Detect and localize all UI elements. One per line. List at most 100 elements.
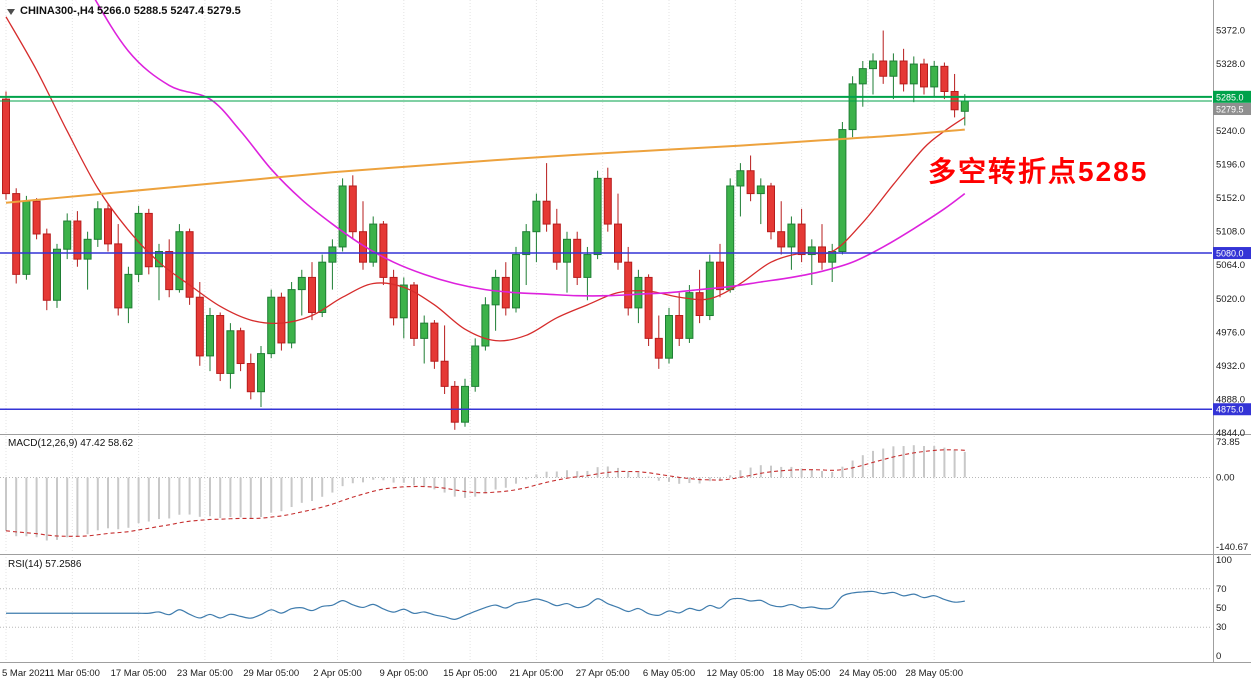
candle: [2, 91, 10, 200]
candle-body: [369, 223, 378, 263]
candle-body: [216, 315, 225, 374]
candle: [777, 201, 786, 255]
candle-body: [32, 200, 41, 235]
price-badge: 4875.0: [1213, 403, 1251, 416]
candle: [257, 345, 265, 407]
candle-body: [83, 238, 92, 260]
candle: [297, 269, 306, 316]
candle-body: [909, 63, 918, 85]
candle-body: [104, 208, 112, 245]
candle: [930, 61, 939, 97]
candle: [175, 224, 184, 293]
macd-axis-label: 73.85: [1216, 437, 1240, 448]
date-label: 27 Apr 05:00: [576, 668, 630, 679]
candle: [338, 178, 347, 252]
candle-body: [634, 276, 643, 309]
candle-body: [12, 193, 21, 275]
price-axis-label: 5196.0: [1216, 160, 1245, 171]
price-axis-label: 4932.0: [1216, 361, 1245, 372]
candle: [318, 254, 327, 318]
candle-body: [858, 68, 867, 85]
candle-body: [22, 200, 31, 275]
candle-body: [42, 233, 51, 301]
price-badge-label: 5285.0: [1216, 92, 1244, 102]
candle: [359, 201, 367, 270]
candle: [501, 262, 510, 316]
main-price-panel[interactable]: [2, 0, 969, 430]
candle: [114, 224, 123, 316]
candle: [246, 353, 255, 400]
candle-body: [756, 185, 765, 195]
candle: [726, 178, 735, 293]
rsi-axis-label: 0: [1216, 651, 1221, 662]
macd-histogram: [5, 445, 966, 541]
candle: [308, 262, 316, 321]
candle: [818, 224, 826, 270]
candle: [522, 224, 531, 286]
date-label: 24 May 05:00: [839, 668, 897, 679]
candle: [42, 228, 51, 311]
candle: [889, 53, 898, 100]
candle: [950, 73, 959, 118]
candle: [940, 62, 949, 100]
price-badge-label: 5080.0: [1216, 249, 1244, 259]
grid-lines: [5, 0, 935, 661]
candle: [481, 297, 490, 351]
price-axis-label: 4888.0: [1216, 394, 1245, 405]
price-axis-label: 4844.0: [1216, 428, 1245, 439]
candle-body: [552, 223, 561, 263]
candle: [185, 228, 194, 305]
candle: [542, 163, 551, 232]
candle-body: [185, 231, 194, 298]
candle: [797, 208, 806, 263]
candle: [216, 312, 225, 382]
candle-body: [573, 238, 582, 278]
candle-body: [654, 337, 663, 359]
candle-body: [879, 60, 888, 77]
candle-body: [726, 185, 735, 291]
candle-body: [308, 276, 316, 313]
candle: [491, 269, 500, 331]
candle: [236, 327, 245, 372]
candle-body: [665, 315, 673, 359]
candle-body: [532, 200, 541, 233]
candle: [124, 266, 133, 324]
candle: [573, 231, 582, 286]
candle-body: [379, 223, 388, 278]
candle-body: [461, 385, 469, 423]
candle: [603, 167, 612, 232]
candle-body: [512, 254, 520, 309]
candle-body: [318, 261, 327, 313]
candle: [614, 193, 622, 270]
candle-body: [134, 212, 143, 275]
candle: [144, 208, 153, 275]
price-axis-label: 5108.0: [1216, 227, 1245, 238]
candle: [787, 216, 796, 270]
date-label: 5 Mar 2021: [2, 668, 50, 679]
price-axis-label: 5152.0: [1216, 193, 1245, 204]
rsi-line: [6, 590, 965, 620]
candle-body: [114, 243, 123, 309]
candle-body: [644, 276, 653, 339]
candle-body: [399, 284, 408, 319]
annotation-text[interactable]: 多空转折点5285: [928, 156, 1149, 187]
candle: [134, 205, 143, 282]
candle-body: [583, 254, 592, 278]
candle-body: [175, 231, 184, 291]
candle: [63, 213, 72, 260]
candle-body: [226, 330, 235, 374]
candle: [430, 320, 439, 369]
candle: [287, 281, 296, 349]
date-label: 15 Apr 05:00: [443, 668, 497, 679]
rsi-axis-label: 70: [1216, 584, 1227, 595]
date-label: 21 Apr 05:00: [509, 668, 563, 679]
candle-body: [124, 273, 133, 309]
candle: [899, 48, 908, 92]
candle: [583, 246, 592, 301]
candle-body: [777, 231, 786, 248]
candle-body: [603, 177, 612, 225]
candle-body: [869, 60, 877, 70]
candle-body: [818, 246, 826, 263]
candle-body: [440, 360, 449, 387]
